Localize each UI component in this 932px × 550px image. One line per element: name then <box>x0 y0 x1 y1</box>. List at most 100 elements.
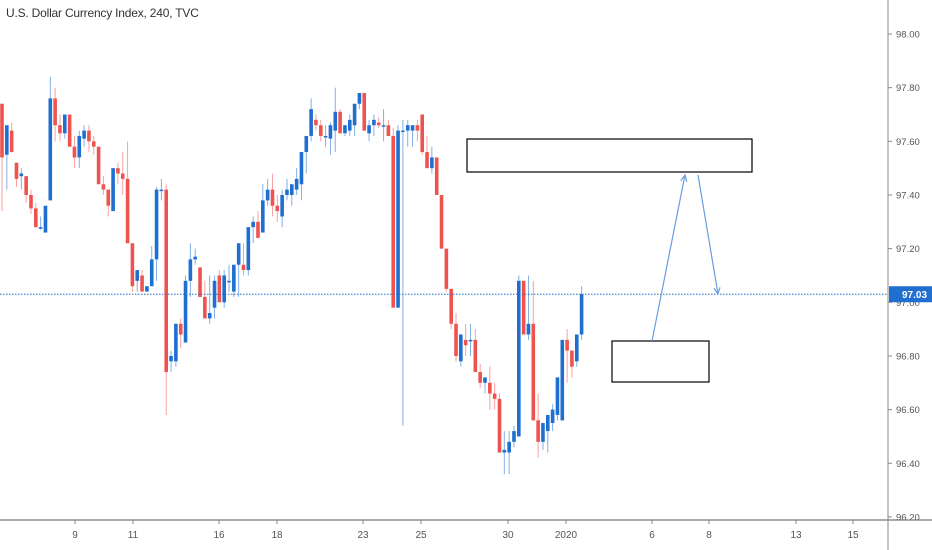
candle <box>391 127 396 308</box>
drawings-layer[interactable] <box>466 138 753 383</box>
candle <box>396 125 400 308</box>
candle <box>149 245 154 287</box>
candle <box>347 114 352 136</box>
candle <box>5 125 9 190</box>
arrowhead-icon <box>680 173 688 182</box>
candle <box>38 216 43 230</box>
candle <box>101 176 106 195</box>
price-tick-label: 97.20 <box>896 244 920 255</box>
candle <box>174 323 178 367</box>
time-tick-label: 13 <box>790 530 802 541</box>
candle <box>362 93 367 131</box>
last-price-badge-bg <box>889 286 932 303</box>
time-tick-label: 8 <box>706 530 712 541</box>
candle <box>232 264 236 297</box>
candle <box>517 275 521 437</box>
candle <box>521 280 526 335</box>
time-axis[interactable]: 9 11 16 18 23 25 30 2020 6 8 13 15 <box>72 520 859 541</box>
candle <box>555 377 560 421</box>
candle <box>434 157 439 195</box>
candle <box>381 109 386 142</box>
candle <box>444 248 449 292</box>
arrowhead-icon <box>713 287 721 296</box>
candle <box>14 162 19 187</box>
candle <box>357 93 362 110</box>
candle <box>579 286 584 340</box>
candles-layer <box>0 76 584 475</box>
last-price-value: 97.03 <box>902 290 927 301</box>
projection-arrow-up[interactable] <box>651 173 688 342</box>
candle <box>531 280 536 421</box>
time-tick-label: 25 <box>415 530 427 541</box>
candle <box>82 125 86 147</box>
candle <box>193 248 197 265</box>
time-tick-label: 11 <box>128 530 139 541</box>
chart-title: U.S. Dollar Currency Index, 240, TVC <box>6 6 199 20</box>
candle <box>323 125 328 147</box>
candle <box>19 168 24 190</box>
time-tick-label: 16 <box>213 530 225 541</box>
candle <box>502 431 507 475</box>
candle <box>473 329 478 373</box>
candle <box>497 393 502 453</box>
candle <box>449 288 453 330</box>
candle <box>526 275 531 340</box>
candle <box>483 377 487 394</box>
demand-zone-rectangle[interactable] <box>611 340 710 383</box>
candle <box>299 152 304 201</box>
candle <box>574 334 579 367</box>
price-tick-label: 97.00 <box>896 298 920 309</box>
candle <box>48 76 53 201</box>
candle <box>111 168 115 212</box>
candle <box>420 114 425 155</box>
candle <box>410 125 415 147</box>
candle <box>43 205 48 233</box>
candle <box>405 119 410 147</box>
candle <box>565 329 569 383</box>
candle <box>58 114 62 142</box>
candle <box>217 270 222 303</box>
candle <box>169 350 173 373</box>
candle <box>227 264 231 292</box>
candle <box>261 184 265 233</box>
candle <box>72 135 77 169</box>
price-tick-label: 98.00 <box>896 30 920 41</box>
price-axis[interactable]: 98.00 97.80 97.60 97.40 97.20 97.00 96.80 96.60… <box>888 30 920 524</box>
time-tick-label: 23 <box>357 530 369 541</box>
time-tick-label: 30 <box>502 530 514 541</box>
candle <box>159 178 164 201</box>
candle <box>439 194 444 249</box>
candle <box>188 243 193 297</box>
candle <box>454 313 458 362</box>
time-tick-label: 6 <box>649 530 655 541</box>
candle <box>468 323 473 356</box>
candle <box>62 114 67 139</box>
supply-zone-rectangle[interactable] <box>466 138 753 173</box>
candle <box>125 141 130 244</box>
candle <box>367 119 371 142</box>
candle <box>135 270 140 292</box>
candle <box>507 431 511 475</box>
candle <box>372 114 376 136</box>
candle <box>314 114 318 131</box>
candle <box>309 98 313 142</box>
price-tick-label: 96.80 <box>896 351 920 362</box>
candle <box>430 146 434 174</box>
time-tick-label: 2020 <box>555 530 578 541</box>
candle <box>290 184 294 206</box>
candle <box>120 152 125 195</box>
candle <box>333 87 338 153</box>
candle <box>251 216 255 244</box>
candle <box>106 189 111 217</box>
price-tick-label: 96.40 <box>896 459 920 470</box>
candle <box>280 189 284 228</box>
time-tick-label: 18 <box>271 530 283 541</box>
projection-arrow-down[interactable] <box>697 174 721 296</box>
time-tick-label: 9 <box>72 530 78 541</box>
candle <box>536 393 540 458</box>
candle <box>275 194 280 222</box>
candle <box>116 162 120 185</box>
candle <box>492 382 497 410</box>
candle <box>415 119 420 142</box>
